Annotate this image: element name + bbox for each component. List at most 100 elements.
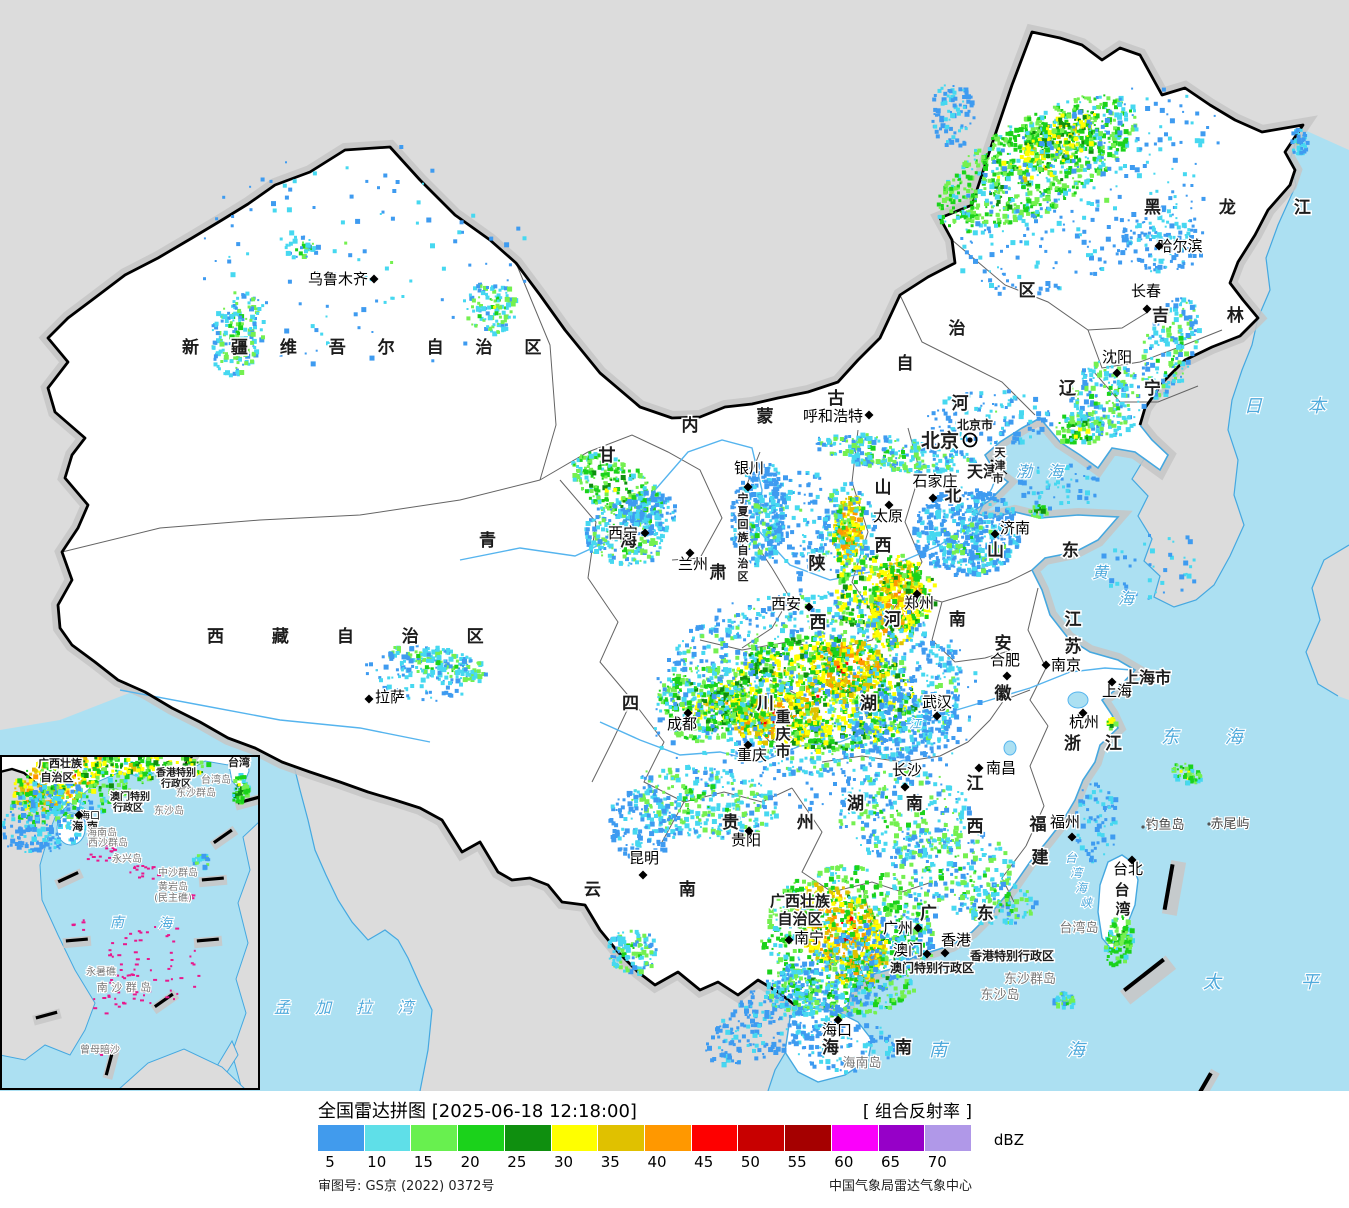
province-label: 浙 江 <box>1064 733 1131 754</box>
sea-label: 太 平 洋 <box>1203 972 1349 993</box>
credit-label: 中国气象局雷达气象中心 <box>828 1179 972 1194</box>
radar-echo-layer <box>203 84 1310 1075</box>
province-label: 西 藏 自 治 区 <box>207 626 505 647</box>
province-label: 津 <box>995 458 1006 472</box>
colorbar-cell-40 <box>645 1125 692 1151</box>
colorbar-cell-60 <box>831 1125 879 1151</box>
inset-label: 广西壮族 <box>38 756 83 770</box>
colorbar-cell-45 <box>691 1125 739 1151</box>
province-label: 湖 北 <box>860 694 969 714</box>
lake <box>1067 691 1089 709</box>
province-label: 甘 <box>599 445 616 466</box>
colorbar-cell-10 <box>364 1125 412 1151</box>
province-label: 江 <box>967 774 984 794</box>
city-label: 乌鲁木齐 <box>308 270 368 288</box>
inset-label: 台湾岛 <box>201 773 231 786</box>
city-marker <box>1127 855 1137 865</box>
city-label: 重庆 <box>737 746 767 764</box>
inset-label: 南 沙 群 岛 <box>97 980 152 994</box>
colorbar-cell-20 <box>458 1125 505 1151</box>
city-label: 昆明 <box>629 849 659 867</box>
colorbar-cell-5 <box>318 1125 365 1151</box>
province-label: 重 <box>775 708 790 726</box>
city-marker <box>1002 671 1012 681</box>
lake <box>1003 740 1017 756</box>
city-label: 贵阳 <box>731 831 761 849</box>
province-label: 徽 <box>994 683 1013 704</box>
city-marker <box>912 589 922 599</box>
city-marker <box>683 708 693 718</box>
unit-label: dBZ <box>993 1131 1024 1149</box>
tick-label: 45 <box>694 1153 714 1171</box>
city-marker <box>974 763 984 773</box>
city-label: 石家庄 <box>912 472 957 490</box>
city-marker <box>784 935 794 945</box>
inset-label: 东沙岛 <box>154 804 184 817</box>
city-label: 沈阳 <box>1102 348 1132 366</box>
city-marker <box>640 528 650 538</box>
city-marker <box>744 826 754 836</box>
china-coastline <box>794 416 1169 1013</box>
province-label: 古 <box>828 388 845 409</box>
city-label: 西宁 <box>608 524 638 542</box>
inset-label: 海 <box>158 916 174 932</box>
province-label: 辽 宁 <box>1059 378 1192 399</box>
inset-label: 西沙群岛 <box>88 836 128 849</box>
sea-label: 黄 <box>1092 563 1110 582</box>
sea-label: 东 海 <box>1161 727 1263 748</box>
inset-label: 行政区 <box>112 801 143 814</box>
colorbar-cell-25 <box>504 1125 552 1151</box>
colorbar-cell-50 <box>738 1125 786 1151</box>
province-label: 澳门特别行政区 <box>890 960 974 975</box>
province-label: 回 <box>738 517 749 531</box>
tianjin-arrow <box>990 459 1008 475</box>
tick-label: 25 <box>507 1153 527 1171</box>
province-label: 自 <box>897 353 914 374</box>
province-label: 西 <box>967 817 984 837</box>
city-marker <box>364 694 374 704</box>
city-label: 南昌 <box>986 759 1016 777</box>
city-label: 合肥 <box>990 651 1020 669</box>
province-label: 河 南 <box>884 609 987 630</box>
province-label: 庆 <box>775 725 790 743</box>
city-marker <box>1078 708 1088 718</box>
province-label: 内 <box>682 415 699 436</box>
sea-label: 南 海 <box>929 1040 1142 1061</box>
city-marker <box>928 493 938 503</box>
tick-label: 40 <box>647 1153 667 1171</box>
tick-label: 20 <box>460 1153 480 1171</box>
tick-label: 35 <box>600 1153 620 1171</box>
inset-frame <box>0 755 260 1090</box>
colorbar-cell-30 <box>551 1125 599 1151</box>
island-dot <box>1207 822 1211 826</box>
inset-label: 东沙群岛 <box>176 786 216 799</box>
city-marker <box>1154 241 1164 251</box>
inset-label: 黄岩岛 <box>158 880 188 893</box>
province-label: 西 <box>875 536 892 556</box>
province-label: 肃 <box>710 563 727 583</box>
province-label: 云 南 <box>584 879 732 900</box>
inset-label: (民主礁) <box>154 891 192 904</box>
province-label: 自治区 <box>777 910 822 928</box>
island-label: 钓鱼岛 <box>1145 817 1184 833</box>
city-marker <box>940 948 950 958</box>
province-label: 四 川 <box>622 694 830 714</box>
sea-label: 日 本 海 <box>1244 396 1349 417</box>
city-label: 广州 <box>883 919 913 937</box>
province-label: 吉 林 <box>1152 305 1270 326</box>
province-label: 北 <box>945 486 962 506</box>
province-label: 北京市 <box>957 417 993 432</box>
city-marker <box>913 923 923 933</box>
city-label: 郑州 <box>904 594 934 612</box>
city-label: 海口 <box>822 1021 852 1039</box>
colorbar-cell-35 <box>598 1125 646 1151</box>
island-label: 海南岛 <box>842 1055 881 1071</box>
province-label: 宁 <box>738 491 749 505</box>
province-label: 湖 南 <box>847 793 941 814</box>
radar-map: 黑 龙 江吉 林辽 宁内蒙古自治区河北山西山 东河 南陕西甘肃青 海新 疆 维 … <box>0 0 1349 1091</box>
sea-label: 峡 <box>1080 896 1094 910</box>
demarcation-marks <box>1119 860 1220 1091</box>
province-label: 山 东 <box>987 540 1105 561</box>
